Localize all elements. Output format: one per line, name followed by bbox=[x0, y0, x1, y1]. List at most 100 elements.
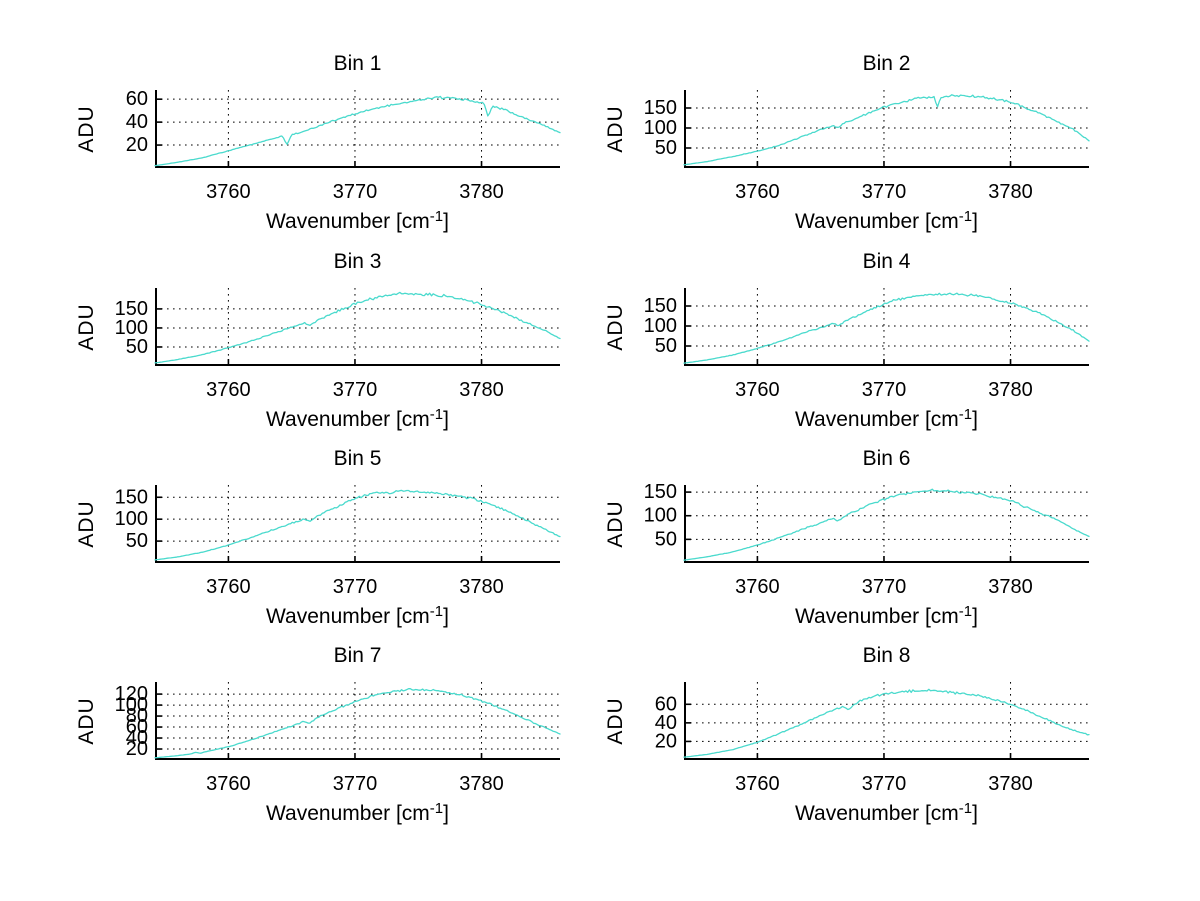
x-axis-label-text: Wavenumber [cm bbox=[795, 408, 959, 431]
spectrum-curve bbox=[683, 488, 1090, 561]
x-tick-label: 3760 bbox=[735, 181, 780, 203]
subplot-bin-5: Bin 5 ADU 3760 3770 3780 50 100 150 Wavenumbe… bbox=[75, 447, 561, 628]
x-tick-label: 3760 bbox=[735, 773, 780, 795]
subplot-bin-8: Bin 8 ADU 3760 3770 3780 20 40 60 Wavenumber … bbox=[604, 644, 1090, 825]
x-tick-label: 3770 bbox=[862, 379, 907, 401]
y-tick-label: 40 bbox=[126, 111, 148, 133]
subplot-bin-2: Bin 2 ADU 3760 3770 3780 50 100 150 Wavenumbe… bbox=[604, 52, 1090, 233]
y-tick-label: 40 bbox=[655, 712, 677, 734]
x-tick-label: 3780 bbox=[459, 181, 504, 203]
spectrum-curve bbox=[154, 291, 561, 364]
y-tick-label: 50 bbox=[126, 336, 148, 358]
y-axis-label: ADU bbox=[604, 697, 627, 745]
y-tick-label: 150 bbox=[644, 295, 677, 317]
plot-title: Bin 6 bbox=[862, 447, 911, 470]
x-tick-label: 3770 bbox=[333, 379, 378, 401]
x-axis-label-superscript: -1 bbox=[429, 603, 444, 620]
x-tick-label: 3770 bbox=[333, 181, 378, 203]
y-axis-label: ADU bbox=[75, 105, 98, 153]
y-axis-label: ADU bbox=[604, 303, 627, 351]
x-axis-label: Wavenumber [cm-1] bbox=[95, 406, 620, 432]
y-axis-label: ADU bbox=[75, 697, 98, 745]
x-axis-label-text: Wavenumber [cm bbox=[266, 802, 430, 825]
subplot-bin-7: Bin 7 ADU 3760 3770 3780 20 40 60 80 100 120 Wav… bbox=[75, 644, 561, 825]
y-tick-label: 150 bbox=[644, 97, 677, 119]
x-axis-label-superscript: -1 bbox=[429, 800, 444, 817]
x-tick-label: 3760 bbox=[735, 576, 780, 598]
x-axis-label-suffix: ] bbox=[972, 802, 978, 825]
subplot-bin-3: Bin 3 ADU 3760 3770 3780 50 100 150 Wavenumbe… bbox=[75, 250, 561, 431]
x-tick-label: 3770 bbox=[333, 773, 378, 795]
y-tick-label: 60 bbox=[126, 716, 148, 738]
spectrum-curve bbox=[683, 292, 1090, 364]
plot-title: Bin 2 bbox=[862, 52, 911, 75]
x-tick-label: 3780 bbox=[988, 576, 1033, 598]
y-tick-label: 150 bbox=[115, 486, 148, 508]
y-axis-label: ADU bbox=[75, 303, 98, 351]
x-tick-label: 3780 bbox=[988, 379, 1033, 401]
x-axis-label: Wavenumber [cm-1] bbox=[624, 603, 1149, 629]
y-tick-label: 40 bbox=[126, 727, 148, 749]
y-tick-label: 120 bbox=[115, 683, 148, 705]
x-axis-label: Wavenumber [cm-1] bbox=[95, 800, 620, 826]
spectrum-curve bbox=[154, 95, 561, 167]
x-tick-label: 3780 bbox=[459, 576, 504, 598]
y-tick-label: 50 bbox=[655, 137, 677, 159]
x-tick-label: 3760 bbox=[206, 379, 251, 401]
x-tick-label: 3770 bbox=[862, 576, 907, 598]
x-axis-label-text: Wavenumber [cm bbox=[266, 605, 430, 628]
y-tick-label: 150 bbox=[644, 481, 677, 503]
y-axis-label: ADU bbox=[604, 105, 627, 153]
x-axis-label-text: Wavenumber [cm bbox=[795, 802, 959, 825]
y-tick-label: 100 bbox=[644, 505, 677, 527]
y-tick-label: 50 bbox=[126, 530, 148, 552]
x-axis-label-superscript: -1 bbox=[429, 406, 444, 423]
subplot-bin-1: Bin 1 ADU 3760 3770 3780 20 40 60 Wavenumber … bbox=[75, 52, 561, 233]
y-tick-label: 20 bbox=[126, 134, 148, 156]
y-tick-label: 20 bbox=[126, 738, 148, 760]
y-tick-label: 50 bbox=[655, 335, 677, 357]
x-axis-label-suffix: ] bbox=[972, 408, 978, 431]
spectrum-curve bbox=[154, 688, 561, 759]
x-axis-label: Wavenumber [cm-1] bbox=[624, 208, 1149, 234]
x-axis-label: Wavenumber [cm-1] bbox=[95, 603, 620, 629]
x-tick-label: 3760 bbox=[735, 379, 780, 401]
y-axis-label: ADU bbox=[75, 500, 98, 548]
x-tick-label: 3760 bbox=[206, 773, 251, 795]
x-axis-label: Wavenumber [cm-1] bbox=[624, 406, 1149, 432]
x-axis-label-suffix: ] bbox=[443, 605, 449, 628]
x-axis-label-superscript: -1 bbox=[958, 800, 973, 817]
y-tick-label: 100 bbox=[644, 315, 677, 337]
x-tick-label: 3760 bbox=[206, 576, 251, 598]
y-tick-label: 100 bbox=[115, 694, 148, 716]
x-axis-label-superscript: -1 bbox=[429, 208, 444, 225]
plot-title: Bin 5 bbox=[333, 447, 382, 470]
x-tick-label: 3760 bbox=[206, 181, 251, 203]
x-tick-label: 3770 bbox=[862, 181, 907, 203]
x-axis-label-superscript: -1 bbox=[958, 208, 973, 225]
x-axis-label-text: Wavenumber [cm bbox=[266, 210, 430, 233]
x-axis-label-suffix: ] bbox=[972, 605, 978, 628]
y-tick-label: 100 bbox=[115, 317, 148, 339]
x-tick-label: 3780 bbox=[459, 379, 504, 401]
x-tick-label: 3780 bbox=[459, 773, 504, 795]
x-axis-label: Wavenumber [cm-1] bbox=[624, 800, 1149, 826]
x-axis-label-text: Wavenumber [cm bbox=[795, 605, 959, 628]
y-tick-label: 100 bbox=[115, 508, 148, 530]
spectrum-curve bbox=[683, 94, 1090, 166]
plot-title: Bin 8 bbox=[862, 644, 911, 667]
x-tick-label: 3770 bbox=[862, 773, 907, 795]
y-tick-label: 100 bbox=[644, 117, 677, 139]
x-axis-label-text: Wavenumber [cm bbox=[795, 210, 959, 233]
x-tick-label: 3780 bbox=[988, 181, 1033, 203]
x-axis-label-suffix: ] bbox=[972, 210, 978, 233]
plot-title: Bin 4 bbox=[862, 250, 911, 273]
subplot-bin-6: Bin 6 ADU 3760 3770 3780 50 100 150 Wavenumbe… bbox=[604, 447, 1090, 628]
